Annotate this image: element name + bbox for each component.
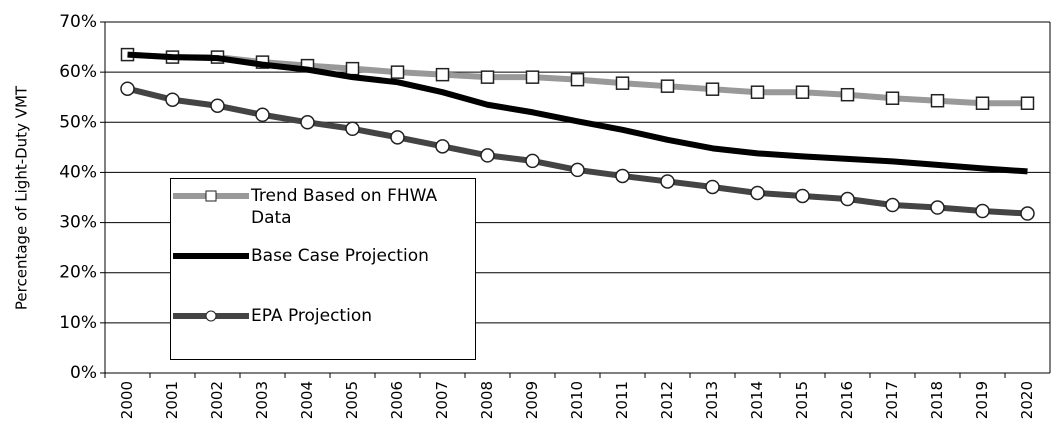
y-tick-label: 60% bbox=[59, 62, 97, 82]
marker bbox=[345, 61, 360, 76]
marker bbox=[660, 79, 675, 93]
x-tick-label: 2005 bbox=[343, 381, 361, 419]
series-line bbox=[127, 51, 1028, 175]
x-tick-label: 2007 bbox=[433, 381, 451, 419]
marker bbox=[300, 115, 315, 130]
marker bbox=[390, 65, 405, 79]
y-tick-label: 20% bbox=[59, 263, 97, 283]
x-tick-label: 2003 bbox=[253, 381, 271, 419]
x-tick-label: 2010 bbox=[568, 381, 586, 419]
y-axis-label: Percentage of Light-Duty VMT bbox=[13, 85, 31, 310]
y-tick-label: 70% bbox=[59, 12, 97, 32]
marker bbox=[705, 82, 720, 96]
marker bbox=[840, 191, 855, 207]
marker bbox=[435, 67, 450, 82]
marker bbox=[165, 92, 180, 107]
x-tick-label: 2019 bbox=[973, 381, 991, 419]
y-tick-label: 40% bbox=[59, 162, 97, 182]
marker bbox=[570, 72, 585, 87]
x-tick-label: 2008 bbox=[478, 381, 496, 419]
marker bbox=[345, 121, 360, 137]
marker bbox=[525, 70, 540, 84]
x-tick-label: 2000 bbox=[118, 381, 136, 419]
marker bbox=[975, 203, 990, 219]
marker bbox=[885, 197, 900, 213]
marker bbox=[750, 185, 765, 201]
marker bbox=[1020, 96, 1035, 110]
x-tick-label: 2004 bbox=[298, 381, 316, 419]
marker bbox=[210, 98, 225, 113]
marker bbox=[525, 153, 540, 169]
marker bbox=[930, 200, 945, 215]
x-tick-label: 2002 bbox=[208, 381, 226, 419]
marker bbox=[615, 76, 630, 90]
legend-swatch bbox=[173, 253, 249, 259]
y-tick-label: 10% bbox=[59, 313, 97, 333]
legend-label: EPA Projection bbox=[251, 306, 373, 326]
marker bbox=[120, 81, 135, 96]
marker bbox=[570, 162, 585, 178]
marker bbox=[930, 93, 945, 108]
marker bbox=[660, 174, 675, 189]
x-tick-label: 2011 bbox=[613, 381, 631, 419]
x-tick-label: 2014 bbox=[748, 381, 766, 419]
legend-entry: Base Case Projection bbox=[171, 245, 471, 267]
x-tick-label: 2016 bbox=[838, 381, 856, 419]
x-tick-label: 2009 bbox=[523, 381, 541, 419]
y-tick-label: 30% bbox=[59, 213, 97, 233]
marker bbox=[480, 148, 495, 163]
legend-entry: EPA Projection bbox=[171, 305, 471, 327]
x-tick-label: 2020 bbox=[1018, 381, 1036, 419]
legend-swatch bbox=[173, 190, 249, 202]
y-tick-label: 0% bbox=[70, 363, 97, 383]
x-tick-label: 2001 bbox=[163, 381, 181, 419]
legend: Trend Based on FHWA Data Base Case Projec… bbox=[170, 178, 476, 360]
x-tick-label: 2012 bbox=[658, 381, 676, 419]
x-tick-label: 2017 bbox=[883, 381, 901, 419]
marker bbox=[1020, 206, 1035, 221]
marker bbox=[615, 168, 630, 184]
legend-label: Trend Based on FHWA Data bbox=[251, 186, 438, 228]
marker bbox=[390, 130, 405, 145]
marker bbox=[885, 91, 900, 105]
marker bbox=[975, 96, 990, 110]
marker bbox=[255, 107, 270, 123]
legend-swatch bbox=[173, 310, 249, 322]
marker bbox=[435, 139, 450, 154]
legend-marker bbox=[205, 310, 217, 322]
legend-entry: Trend Based on FHWA Data bbox=[171, 185, 471, 229]
x-tick-label: 2006 bbox=[388, 381, 406, 419]
marker bbox=[795, 85, 810, 99]
marker bbox=[795, 188, 810, 204]
marker bbox=[705, 179, 720, 195]
x-tick-label: 2013 bbox=[703, 381, 721, 419]
x-tick-label: 2018 bbox=[928, 381, 946, 419]
x-tick-label: 2015 bbox=[793, 381, 811, 419]
marker bbox=[840, 87, 855, 102]
legend-marker bbox=[205, 190, 217, 202]
marker bbox=[750, 85, 765, 99]
y-tick-label: 50% bbox=[59, 112, 97, 132]
legend-label: Base Case Projection bbox=[251, 246, 429, 266]
marker bbox=[480, 70, 495, 84]
